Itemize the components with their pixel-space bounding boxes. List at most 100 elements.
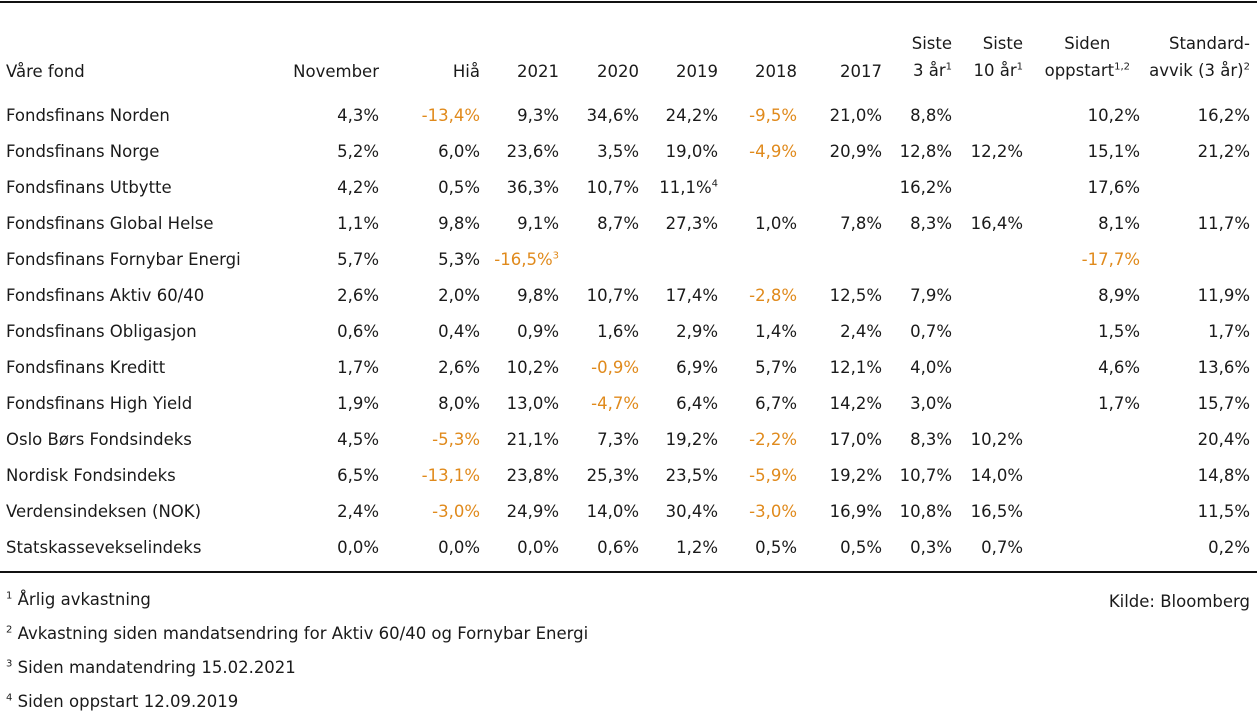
footnote-3-text: Siden mandatendring 15.02.2021 — [17, 658, 296, 677]
cell-hia: 2,0% — [438, 286, 480, 305]
cell-november: 4,3% — [337, 106, 379, 125]
cell-2021: -16,5%3 — [494, 250, 559, 269]
cell-2019: 30,4% — [665, 502, 718, 521]
table-row: Oslo Børs Fondsindeks 4,5% -5,3% 21,1% 7,3% 1… — [0, 422, 1257, 458]
cell-2017: 19,2% — [829, 466, 882, 485]
cell-siste-10-ar: 10,2% — [970, 430, 1023, 449]
cell-2021: 21,1% — [506, 430, 559, 449]
cell-2021: 23,8% — [506, 466, 559, 485]
cell-siste-10-ar: 14,0% — [970, 466, 1023, 485]
cell-siste-10-ar: 16,4% — [970, 214, 1023, 233]
cell-siden-oppstart: 4,6% — [1098, 358, 1140, 377]
cell-november: 0,6% — [337, 322, 379, 341]
table-row: Fondsfinans Kreditt 1,7% 2,6% 10,2% -0,9% 6,9… — [0, 350, 1257, 386]
cell-2018: 1,0% — [755, 214, 797, 233]
cell-hia: -3,0% — [432, 502, 480, 521]
cell-siste-3-ar: 0,3% — [910, 538, 952, 557]
cell-siste-3-ar: 4,0% — [910, 358, 952, 377]
fund-name: Fondsfinans Fornybar Energi — [6, 250, 241, 269]
header-2018: 2018 — [755, 62, 797, 81]
fund-name: Fondsfinans Kreditt — [6, 358, 166, 377]
cell-2019: 19,0% — [665, 142, 718, 161]
footnote-1-num: 1 — [6, 590, 13, 602]
cell-2017: 7,8% — [840, 214, 882, 233]
cell-november: 5,2% — [337, 142, 379, 161]
cell-hia: -5,3% — [432, 430, 480, 449]
cell-november: 1,1% — [337, 214, 379, 233]
footnote-2-text: Avkastning siden mandatsendring for Akti… — [17, 624, 589, 643]
cell-2019: 19,2% — [665, 430, 718, 449]
table-row: Fondsfinans Norge 5,2% 6,0% 23,6% 3,5% 19,0% -… — [0, 134, 1257, 170]
cell-footnote-ref: 3 — [552, 250, 559, 262]
cell-2018: -5,9% — [749, 466, 797, 485]
fund-name: Oslo Børs Fondsindeks — [6, 430, 192, 449]
cell-2020: -4,7% — [591, 394, 639, 413]
cell-hia: 9,8% — [438, 214, 480, 233]
cell-siste-10-ar: 12,2% — [970, 142, 1023, 161]
cell-siste-3-ar: 3,0% — [910, 394, 952, 413]
footnote-1: 1 Årlig avkastning — [6, 588, 151, 612]
cell-siste-3-ar: 7,9% — [910, 286, 952, 305]
header-siste-3: Siste 3 år1 — [912, 30, 952, 84]
cell-2021: 9,1% — [517, 214, 559, 233]
cell-siden-oppstart: -17,7% — [1081, 250, 1140, 269]
fund-name: Fondsfinans Global Helse — [6, 214, 214, 233]
cell-siden-oppstart: 8,9% — [1098, 286, 1140, 305]
cell-siste-3-ar: 8,8% — [910, 106, 952, 125]
cell-2017: 12,1% — [829, 358, 882, 377]
header-2019: 2019 — [676, 62, 718, 81]
cell-2021: 24,9% — [506, 502, 559, 521]
cell-2018: -4,9% — [749, 142, 797, 161]
header-siste-3-line1: Siste — [911, 34, 952, 53]
cell-standardavvik: 0,2% — [1208, 538, 1250, 557]
fund-name: Verdensindeksen (NOK) — [6, 502, 202, 521]
header-std-line1: Standard- — [1168, 34, 1250, 53]
footnote-4: 4 Siden oppstart 12.09.2019 — [6, 690, 238, 714]
cell-2019: 24,2% — [665, 106, 718, 125]
cell-2017: 0,5% — [840, 538, 882, 557]
header-siste-3-sup: 1 — [945, 61, 952, 73]
cell-2018: 5,7% — [755, 358, 797, 377]
footnote-4-num: 4 — [6, 692, 13, 704]
cell-2020: 14,0% — [586, 502, 639, 521]
cell-2021: 23,6% — [506, 142, 559, 161]
cell-2020: -0,9% — [591, 358, 639, 377]
cell-standardavvik: 13,6% — [1197, 358, 1250, 377]
cell-footnote-ref: 4 — [711, 178, 718, 190]
fund-name: Statskassevekselindeks — [6, 538, 202, 557]
cell-2018: 0,5% — [755, 538, 797, 557]
cell-2017: 16,9% — [829, 502, 882, 521]
cell-2020: 10,7% — [586, 178, 639, 197]
table-row: Fondsfinans High Yield 1,9% 8,0% 13,0% -4,7%… — [0, 386, 1257, 422]
cell-siden-oppstart: 10,2% — [1087, 106, 1140, 125]
cell-siste-3-ar: 8,3% — [910, 430, 952, 449]
cell-2020: 3,5% — [597, 142, 639, 161]
cell-standardavvik: 11,5% — [1197, 502, 1250, 521]
footnote-4-text: Siden oppstart 12.09.2019 — [17, 692, 239, 711]
cell-siste-3-ar: 12,8% — [899, 142, 952, 161]
cell-2020: 8,7% — [597, 214, 639, 233]
cell-2019: 11,1%4 — [659, 178, 718, 197]
cell-siden-oppstart: 8,1% — [1098, 214, 1140, 233]
cell-standardavvik: 20,4% — [1197, 430, 1250, 449]
fund-name: Fondsfinans Norge — [6, 142, 160, 161]
table-row: Statskassevekselindeks 0,0% 0,0% 0,0% 0,6% 1,… — [0, 530, 1257, 566]
cell-2021: 9,8% — [517, 286, 559, 305]
cell-hia: -13,1% — [421, 466, 480, 485]
cell-hia: 5,3% — [438, 250, 480, 269]
footnote-2: 2 Avkastning siden mandatsendring for Ak… — [6, 622, 588, 646]
cell-standardavvik: 21,2% — [1197, 142, 1250, 161]
cell-siden-oppstart: 15,1% — [1087, 142, 1140, 161]
cell-2017: 2,4% — [840, 322, 882, 341]
cell-hia: 2,6% — [438, 358, 480, 377]
source-label: Kilde: Bloomberg — [1108, 592, 1250, 611]
cell-siste-3-ar: 8,3% — [910, 214, 952, 233]
header-2017: 2017 — [840, 62, 882, 81]
cell-november: 2,6% — [337, 286, 379, 305]
header-2020: 2020 — [597, 62, 639, 81]
cell-2018: -2,2% — [749, 430, 797, 449]
fund-name: Fondsfinans Utbytte — [6, 178, 172, 197]
cell-hia: 0,0% — [438, 538, 480, 557]
header-siste-10-sup: 1 — [1016, 61, 1023, 73]
cell-2019: 1,2% — [676, 538, 718, 557]
